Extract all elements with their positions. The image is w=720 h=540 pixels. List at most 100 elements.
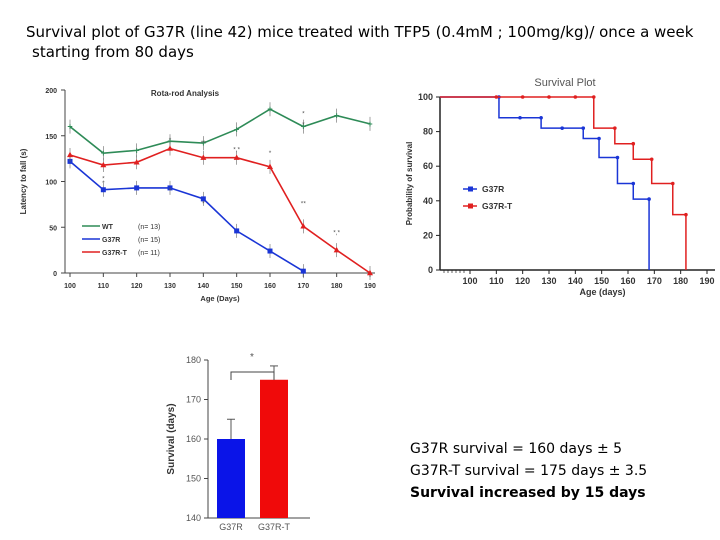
x-tick-label: 150	[594, 276, 609, 286]
data-point	[133, 159, 140, 165]
bar-g37r-t	[260, 379, 288, 518]
note-increase: Survival increased by 15 days	[410, 485, 646, 501]
data-point	[100, 187, 106, 193]
rotarod-chart: 0 50 100 150 200 100 110 120 130 140 150 160 170 180 1…	[19, 88, 376, 303]
legend-label: G37R-T	[482, 201, 513, 211]
y-tick-label: 200	[45, 88, 57, 95]
censor-mark	[573, 95, 578, 99]
title-line-2: starting from 80 days	[32, 43, 194, 61]
y-tick-label: 100	[45, 180, 57, 187]
y-tick-label: 150	[186, 474, 201, 484]
censor-mark	[547, 95, 551, 99]
legend-label: G37R	[482, 184, 504, 194]
y-tick-label: 180	[186, 355, 201, 365]
y-axis-label: Survival (days)	[166, 403, 177, 474]
censor-mark	[631, 141, 636, 146]
data-point	[234, 228, 240, 234]
chart-title: Survival Plot	[534, 77, 595, 89]
series-line-g37r	[470, 96, 650, 270]
note-g37r: G37R survival = 160 days ± 5	[410, 441, 623, 457]
censor-mark	[613, 126, 617, 130]
significance-mark: *	[169, 137, 172, 144]
x-tick-label: G37R-T	[258, 522, 291, 532]
x-tick-label: 120	[515, 276, 530, 286]
y-tick-label: 160	[186, 434, 201, 444]
y-tick-label: 80	[423, 127, 433, 137]
y-tick-label: 20	[423, 230, 433, 240]
censor-mark	[615, 155, 620, 160]
data-point: +	[301, 122, 306, 132]
data-point	[267, 248, 273, 254]
data-point	[167, 185, 173, 191]
significance-mark: *	[302, 111, 305, 118]
y-axis-label: Latency to fall (s)	[19, 148, 28, 214]
censor-mark	[581, 126, 586, 130]
x-tick-label: 140	[197, 283, 209, 290]
bar-g37r	[217, 439, 245, 518]
y-tick-label: 170	[186, 395, 201, 405]
x-tick-label: 190	[364, 283, 376, 290]
censor-mark	[560, 126, 564, 130]
x-tick-label: 180	[673, 276, 688, 286]
data-point: +	[167, 136, 172, 146]
x-tick-label: 150	[231, 283, 243, 290]
data-point	[233, 154, 240, 160]
censor-mark	[520, 95, 525, 99]
censor-mark	[684, 212, 688, 217]
data-point	[300, 268, 306, 274]
data-point: +	[67, 122, 72, 132]
significance-mark: **	[301, 200, 307, 207]
series-line-g37r	[69, 160, 304, 272]
legend-marker	[468, 203, 473, 209]
x-axis-label: Age (days)	[579, 287, 625, 297]
series-line-g37r-t	[69, 147, 371, 274]
significance-mark: *	[269, 150, 272, 157]
censor-mark	[670, 181, 675, 186]
y-tick-label: 60	[423, 161, 433, 171]
y-tick-label: 40	[423, 196, 433, 206]
data-point	[267, 163, 273, 170]
data-point	[200, 154, 207, 160]
data-point	[300, 223, 307, 229]
significance-mark: *	[102, 180, 105, 187]
censor-mark	[539, 115, 543, 120]
x-tick-label: 110	[489, 276, 504, 286]
x-tick-label: 160	[620, 276, 635, 286]
survival-chart: Survival Plot 0 20 40 60 80 100 100 110 120 130 140…	[405, 77, 715, 297]
note-g37rt: G37R-T survival = 175 days ± 3.5	[410, 463, 648, 479]
x-tick-label: 170	[647, 276, 662, 286]
y-tick-label: 0	[53, 271, 57, 278]
censor-mark	[597, 136, 601, 141]
censor-mark	[649, 157, 654, 162]
legend-label: WT	[102, 224, 114, 231]
significance-mark: *	[169, 187, 172, 194]
data-point: +	[134, 145, 139, 155]
data-point: +	[367, 119, 372, 129]
data-point	[333, 246, 340, 253]
x-tick-label: 190	[699, 276, 714, 286]
chart-title: Rota-rod Analysis	[151, 89, 220, 98]
x-tick-label: 130	[541, 276, 556, 286]
x-axis-label: Age (Days)	[200, 294, 240, 303]
significance-mark: *,*	[233, 146, 240, 153]
y-axis-label: Probability of survival	[405, 142, 414, 226]
data-point	[200, 196, 206, 202]
x-tick-label: 100	[64, 283, 76, 290]
censor-mark	[591, 95, 596, 99]
x-tick-label: 110	[98, 283, 109, 290]
y-tick-label: 0	[428, 265, 433, 275]
data-point	[367, 269, 373, 276]
y-tick-label: 150	[45, 134, 57, 141]
data-point: +	[334, 111, 339, 121]
x-tick-label: 130	[164, 283, 176, 290]
title-line-1: Survival plot of G37R (line 42) mice tre…	[26, 23, 694, 41]
significance-mark: *	[102, 176, 105, 183]
data-point: +	[201, 138, 206, 148]
x-tick-label: 180	[331, 283, 343, 290]
legend-n: (n= 11)	[138, 250, 160, 257]
legend-n: (n= 15)	[138, 237, 160, 244]
censor-mark	[494, 95, 499, 99]
significance-star: *	[250, 352, 254, 363]
x-tick-label: 140	[568, 276, 583, 286]
y-tick-label: 140	[186, 513, 201, 523]
